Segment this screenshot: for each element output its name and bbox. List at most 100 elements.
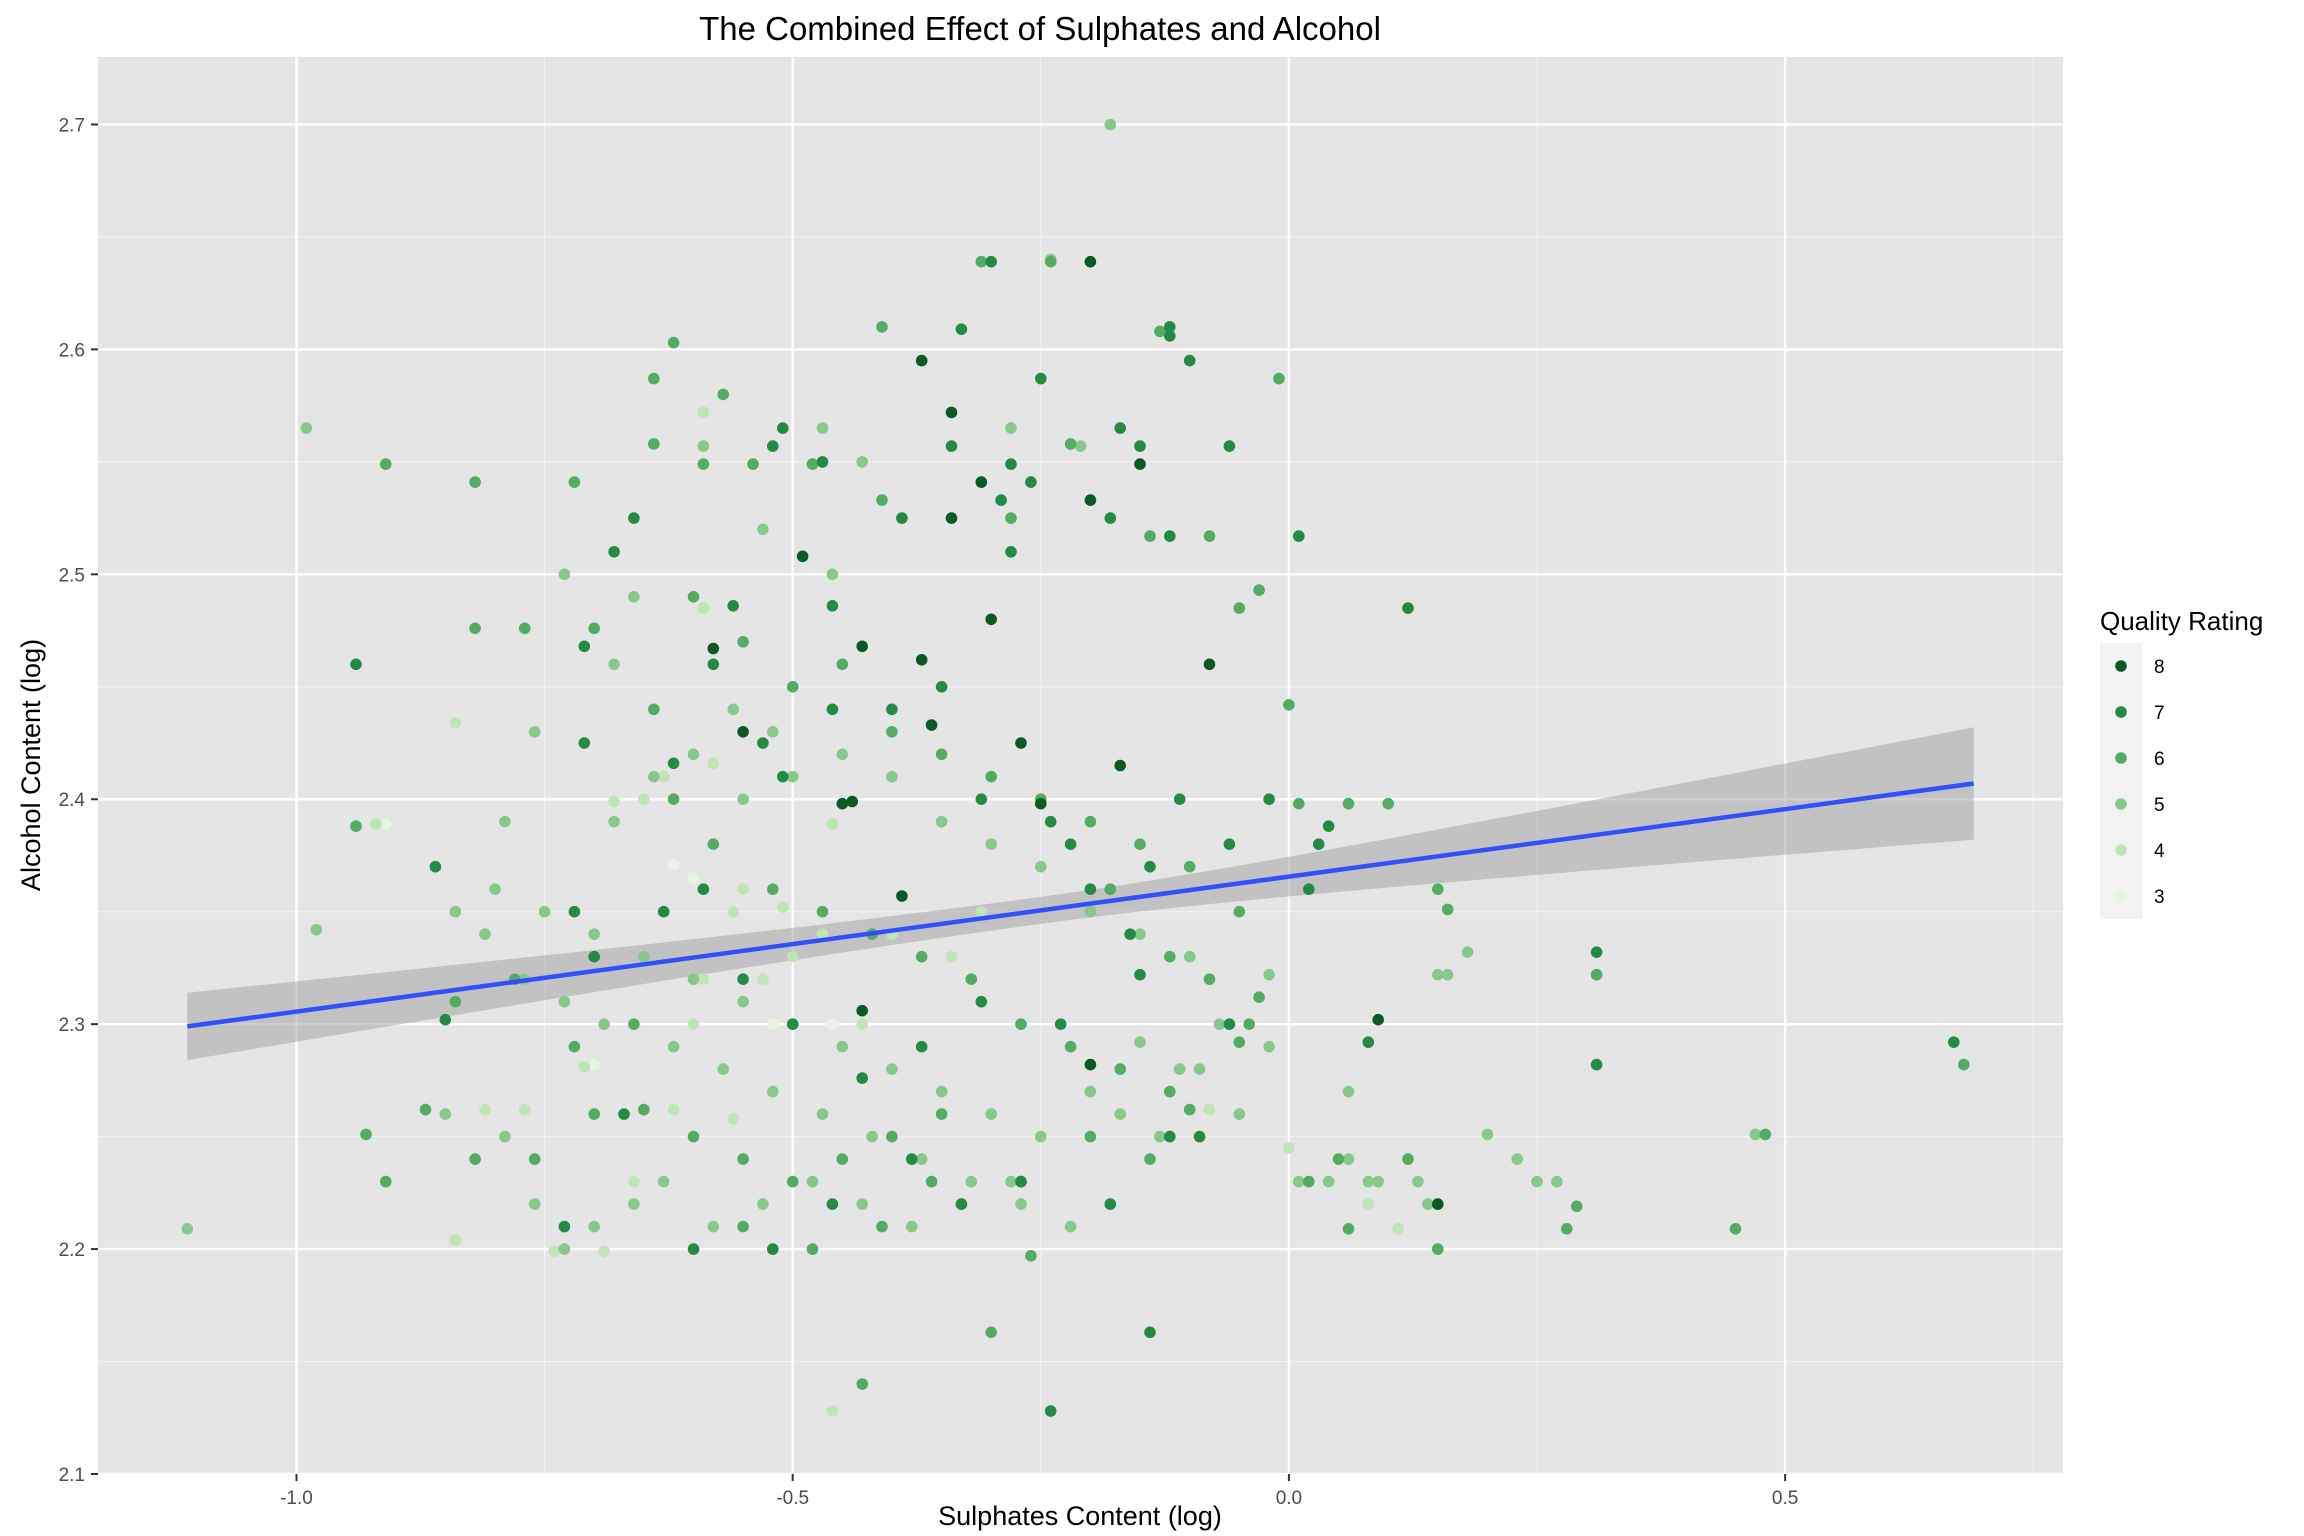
data-point-quality-8 bbox=[1114, 759, 1126, 772]
data-point-quality-7 bbox=[1005, 546, 1017, 558]
data-point-quality-4 bbox=[816, 928, 829, 940]
data-point-quality-6 bbox=[1273, 372, 1285, 385]
data-point-quality-5 bbox=[1263, 1040, 1275, 1053]
data-point-quality-4 bbox=[975, 905, 988, 918]
data-point-quality-5 bbox=[1293, 1175, 1305, 1188]
data-point-quality-5 bbox=[985, 1108, 997, 1120]
data-point-quality-5 bbox=[648, 770, 660, 783]
data-point-quality-6 bbox=[876, 494, 888, 506]
data-point-quality-5 bbox=[1114, 1108, 1126, 1120]
data-point-quality-7 bbox=[1144, 1326, 1156, 1339]
y-axis-ticks: 2.1 2.2 2.3 2.4 2.5 2.6 2.7 bbox=[59, 115, 98, 1486]
data-point-quality-5 bbox=[1015, 1198, 1027, 1210]
data-point-quality-5 bbox=[1005, 422, 1017, 434]
data-point-quality-5 bbox=[786, 770, 799, 783]
data-point-quality-8 bbox=[1015, 737, 1027, 749]
data-point-quality-5 bbox=[826, 568, 839, 581]
data-point-quality-7 bbox=[1035, 372, 1047, 385]
data-point-quality-6 bbox=[1590, 968, 1603, 981]
data-point-quality-8 bbox=[1035, 797, 1047, 810]
data-point-quality-7 bbox=[1114, 422, 1126, 434]
data-point-quality-7 bbox=[1402, 602, 1414, 614]
data-point-quality-7 bbox=[1134, 968, 1146, 981]
data-point-quality-7 bbox=[1064, 838, 1077, 850]
data-point-quality-5 bbox=[479, 928, 491, 940]
data-point-quality-6 bbox=[1144, 1153, 1156, 1165]
data-point-quality-4 bbox=[479, 1103, 491, 1116]
data-point-quality-6 bbox=[568, 476, 581, 488]
data-point-quality-5 bbox=[757, 1198, 769, 1210]
data-point-quality-7 bbox=[697, 883, 710, 895]
x-tick-label: 0.0 bbox=[1276, 1488, 1302, 1509]
data-point-quality-6 bbox=[667, 336, 680, 349]
data-point-quality-7 bbox=[777, 422, 789, 434]
data-point-quality-4 bbox=[697, 973, 710, 985]
data-point-quality-7 bbox=[1025, 476, 1037, 488]
data-point-quality-5 bbox=[687, 748, 700, 761]
data-point-quality-7 bbox=[1054, 1018, 1067, 1030]
data-point-quality-6 bbox=[1064, 1040, 1077, 1053]
data-point-quality-6 bbox=[1025, 1250, 1037, 1262]
data-point-quality-7 bbox=[588, 950, 600, 963]
data-point-quality-5 bbox=[638, 950, 650, 963]
data-point-quality-6 bbox=[469, 1153, 481, 1165]
data-point-quality-6 bbox=[1402, 1153, 1414, 1165]
data-point-quality-6 bbox=[1154, 325, 1166, 338]
data-point-quality-5 bbox=[767, 726, 779, 738]
data-point-quality-8 bbox=[856, 640, 868, 653]
data-point-quality-5 bbox=[1749, 1128, 1762, 1141]
data-point-quality-8 bbox=[915, 354, 928, 367]
chart-title: The Combined Effect of Sulphates and Alc… bbox=[699, 10, 1381, 47]
data-point-quality-6 bbox=[1203, 973, 1216, 985]
data-point-quality-7 bbox=[915, 1040, 928, 1053]
data-point-quality-7 bbox=[1322, 820, 1335, 832]
x-tick-label: -1.0 bbox=[280, 1488, 313, 1509]
data-point-quality-5 bbox=[558, 995, 571, 1008]
data-point-quality-7 bbox=[767, 440, 779, 452]
data-point-quality-5 bbox=[598, 1018, 610, 1030]
data-point-quality-6 bbox=[1183, 860, 1196, 873]
data-point-quality-5 bbox=[1322, 1175, 1335, 1188]
data-point-quality-5 bbox=[588, 1220, 600, 1233]
data-point-quality-6 bbox=[985, 770, 997, 783]
data-point-quality-7 bbox=[737, 973, 749, 985]
legend-key-5 bbox=[2115, 798, 2127, 810]
data-point-quality-6 bbox=[717, 388, 729, 401]
data-point-quality-7 bbox=[657, 905, 670, 918]
data-point-quality-5 bbox=[886, 1063, 898, 1075]
data-point-quality-5 bbox=[1074, 440, 1087, 452]
data-point-quality-5 bbox=[499, 1130, 511, 1143]
data-point-quality-5 bbox=[181, 1223, 194, 1235]
data-point-quality-7 bbox=[975, 995, 988, 1008]
data-point-quality-6 bbox=[667, 793, 680, 805]
data-point-quality-7 bbox=[727, 600, 739, 612]
data-point-quality-8 bbox=[856, 1004, 868, 1017]
data-point-quality-7 bbox=[826, 703, 839, 716]
data-point-quality-4 bbox=[856, 1018, 868, 1030]
data-point-quality-7 bbox=[777, 770, 789, 783]
data-point-quality-5 bbox=[856, 456, 868, 468]
data-point-quality-6 bbox=[1144, 530, 1156, 542]
data-point-quality-7 bbox=[1005, 458, 1017, 470]
data-point-quality-4 bbox=[657, 770, 670, 783]
data-point-quality-6 bbox=[935, 1108, 948, 1120]
data-point-quality-6 bbox=[1342, 1223, 1355, 1235]
data-point-quality-6 bbox=[1303, 1175, 1315, 1188]
grid-minor bbox=[98, 57, 2063, 1474]
data-point-quality-5 bbox=[806, 1175, 819, 1188]
y-axis-title: Alcohol Content (log) bbox=[16, 639, 46, 891]
data-point-quality-5 bbox=[1412, 1175, 1424, 1188]
data-point-quality-4 bbox=[638, 793, 650, 805]
y-tick-label: 2.6 bbox=[59, 340, 85, 361]
data-point-quality-6 bbox=[856, 1378, 868, 1390]
data-point-quality-7 bbox=[767, 1243, 779, 1255]
data-point-quality-7 bbox=[1948, 1036, 1960, 1048]
data-point-quality-5 bbox=[836, 748, 849, 761]
data-point-quality-5 bbox=[1481, 1128, 1494, 1141]
data-point-quality-7 bbox=[955, 323, 968, 336]
data-point-quality-6 bbox=[1015, 1018, 1027, 1030]
data-point-quality-7 bbox=[945, 440, 958, 452]
x-axis-title: Sulphates Content (log) bbox=[938, 1501, 1222, 1531]
data-point-quality-6 bbox=[836, 1153, 849, 1165]
